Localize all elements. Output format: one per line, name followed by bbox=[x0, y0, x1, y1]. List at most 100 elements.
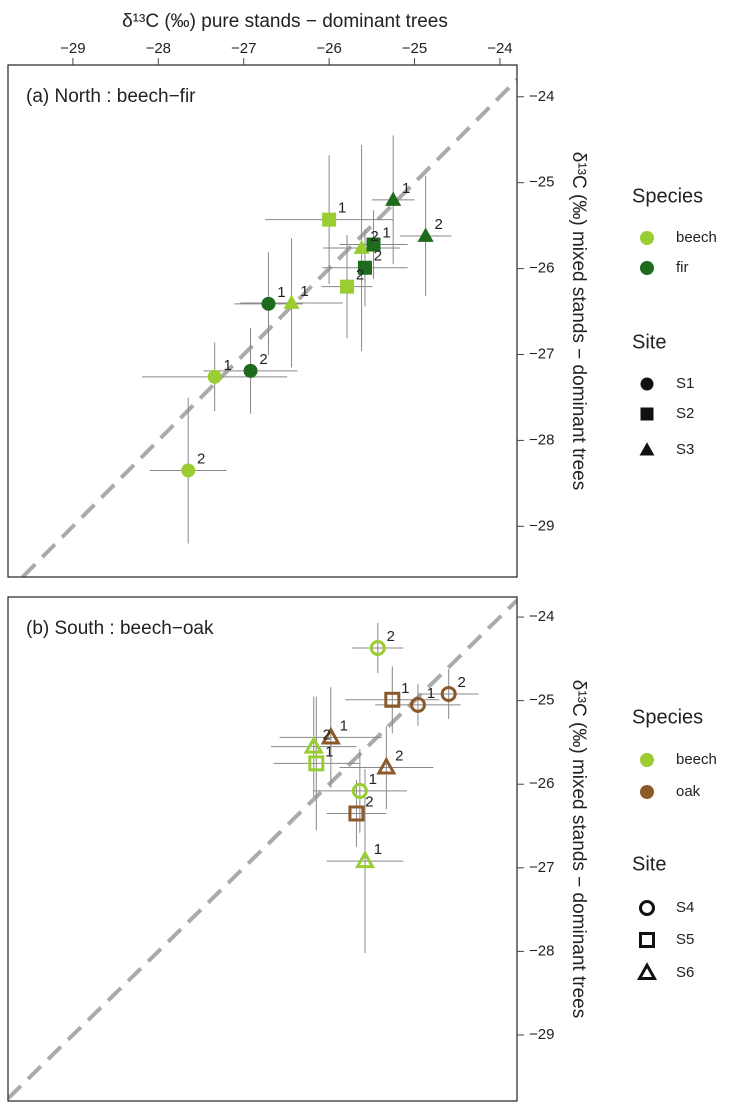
legend-marker bbox=[640, 407, 654, 421]
point-label: 2 bbox=[197, 450, 205, 467]
x-axis-title: δ¹³C (‰) pure stands − dominant trees bbox=[122, 11, 448, 32]
legend-label: S4 bbox=[676, 899, 694, 916]
point-label: 2 bbox=[259, 351, 267, 368]
legend-label: fir bbox=[676, 259, 689, 276]
y-tick-label: −25 bbox=[529, 174, 554, 191]
legend-marker bbox=[639, 900, 655, 916]
point-label: 1 bbox=[325, 743, 333, 760]
legend-title: Species bbox=[632, 706, 703, 728]
legend-marker bbox=[636, 962, 658, 981]
point-label: 1 bbox=[224, 357, 232, 374]
point bbox=[369, 639, 386, 656]
legend-label: S1 bbox=[676, 375, 694, 392]
legend-label: S2 bbox=[676, 405, 694, 422]
legend-marker bbox=[639, 932, 655, 948]
y-tick-label: −24 bbox=[529, 608, 554, 625]
point-label: 1 bbox=[338, 200, 346, 217]
point-label: 1 bbox=[340, 717, 348, 734]
point bbox=[243, 363, 258, 378]
identity-line bbox=[21, 78, 517, 577]
point-label: 1 bbox=[427, 685, 435, 702]
legend-marker bbox=[640, 377, 654, 391]
point bbox=[353, 239, 370, 254]
point-label: 1 bbox=[401, 680, 409, 697]
panel-border bbox=[7, 64, 518, 578]
legend-title: Site bbox=[632, 853, 666, 875]
point bbox=[417, 227, 434, 242]
point-label: 1 bbox=[402, 180, 410, 197]
x-tick-label: −28 bbox=[146, 40, 171, 57]
legend-label: S6 bbox=[676, 964, 694, 981]
legend-marker bbox=[640, 785, 654, 799]
point-label: 2 bbox=[356, 267, 364, 284]
legend-label: S5 bbox=[676, 931, 694, 948]
point-label: 2 bbox=[370, 228, 378, 245]
point-label: 2 bbox=[458, 674, 466, 691]
identity-line bbox=[8, 598, 517, 1100]
point bbox=[440, 685, 457, 702]
legend-label: beech bbox=[676, 751, 717, 768]
point-label: 1 bbox=[374, 841, 382, 858]
y-tick-label: −28 bbox=[529, 431, 554, 448]
point bbox=[320, 726, 341, 745]
y-tick-label: −27 bbox=[529, 859, 554, 876]
y-tick-label: −25 bbox=[529, 692, 554, 709]
plot-area bbox=[8, 598, 517, 1100]
legend-title: Site bbox=[632, 331, 666, 353]
legend-marker bbox=[640, 261, 654, 275]
point bbox=[351, 782, 368, 799]
point bbox=[366, 237, 381, 252]
point bbox=[181, 463, 196, 478]
point-label: 2 bbox=[395, 747, 403, 764]
y-tick-label: −29 bbox=[529, 517, 554, 534]
y-tick-label: −27 bbox=[529, 345, 554, 362]
y-axis-title: δ¹³C (‰) mixed stands − dominant trees bbox=[568, 152, 589, 490]
point bbox=[303, 735, 324, 754]
legend-label: beech bbox=[676, 229, 717, 246]
y-tick-label: −26 bbox=[529, 260, 554, 277]
panel-title: (b) South : beech−oak bbox=[26, 618, 214, 639]
point bbox=[207, 369, 222, 384]
point bbox=[357, 260, 372, 275]
point bbox=[409, 696, 426, 713]
point bbox=[354, 850, 376, 869]
point bbox=[384, 691, 401, 708]
x-tick-label: −29 bbox=[60, 40, 85, 57]
y-tick-label: −28 bbox=[529, 942, 554, 959]
point bbox=[385, 191, 402, 206]
legend-title: Species bbox=[632, 185, 703, 207]
point-label: 2 bbox=[387, 628, 395, 645]
y-tick-label: −26 bbox=[529, 775, 554, 792]
plot-area bbox=[21, 78, 517, 577]
point bbox=[283, 294, 300, 309]
y-axis-title: δ¹³C (‰) mixed stands − dominant trees bbox=[568, 680, 589, 1018]
x-tick-label: −24 bbox=[487, 40, 512, 57]
point bbox=[261, 296, 276, 311]
point-label: 1 bbox=[369, 771, 377, 788]
panel-border bbox=[7, 596, 518, 1102]
point-label: 1 bbox=[277, 284, 285, 301]
y-tick-label: −29 bbox=[529, 1026, 554, 1043]
point bbox=[348, 805, 365, 822]
point-label: 2 bbox=[323, 727, 331, 744]
point bbox=[340, 279, 355, 294]
point-label: 1 bbox=[382, 225, 390, 242]
panel-title: (a) North : beech−fir bbox=[26, 86, 196, 107]
x-tick-label: −25 bbox=[402, 40, 427, 57]
legend-label: oak bbox=[676, 783, 701, 800]
point-label: 2 bbox=[365, 793, 373, 810]
x-tick-label: −26 bbox=[316, 40, 341, 57]
point bbox=[308, 755, 325, 772]
x-tick-label: −27 bbox=[231, 40, 256, 57]
legend-label: S3 bbox=[676, 441, 694, 458]
legend-marker bbox=[639, 442, 655, 456]
legend-marker bbox=[640, 231, 654, 245]
legend-marker bbox=[640, 753, 654, 767]
point bbox=[322, 212, 337, 227]
point-label: 2 bbox=[374, 248, 382, 265]
point-label: 1 bbox=[300, 283, 308, 300]
point bbox=[376, 756, 397, 775]
y-tick-label: −24 bbox=[529, 88, 554, 105]
point-label: 2 bbox=[434, 216, 442, 233]
